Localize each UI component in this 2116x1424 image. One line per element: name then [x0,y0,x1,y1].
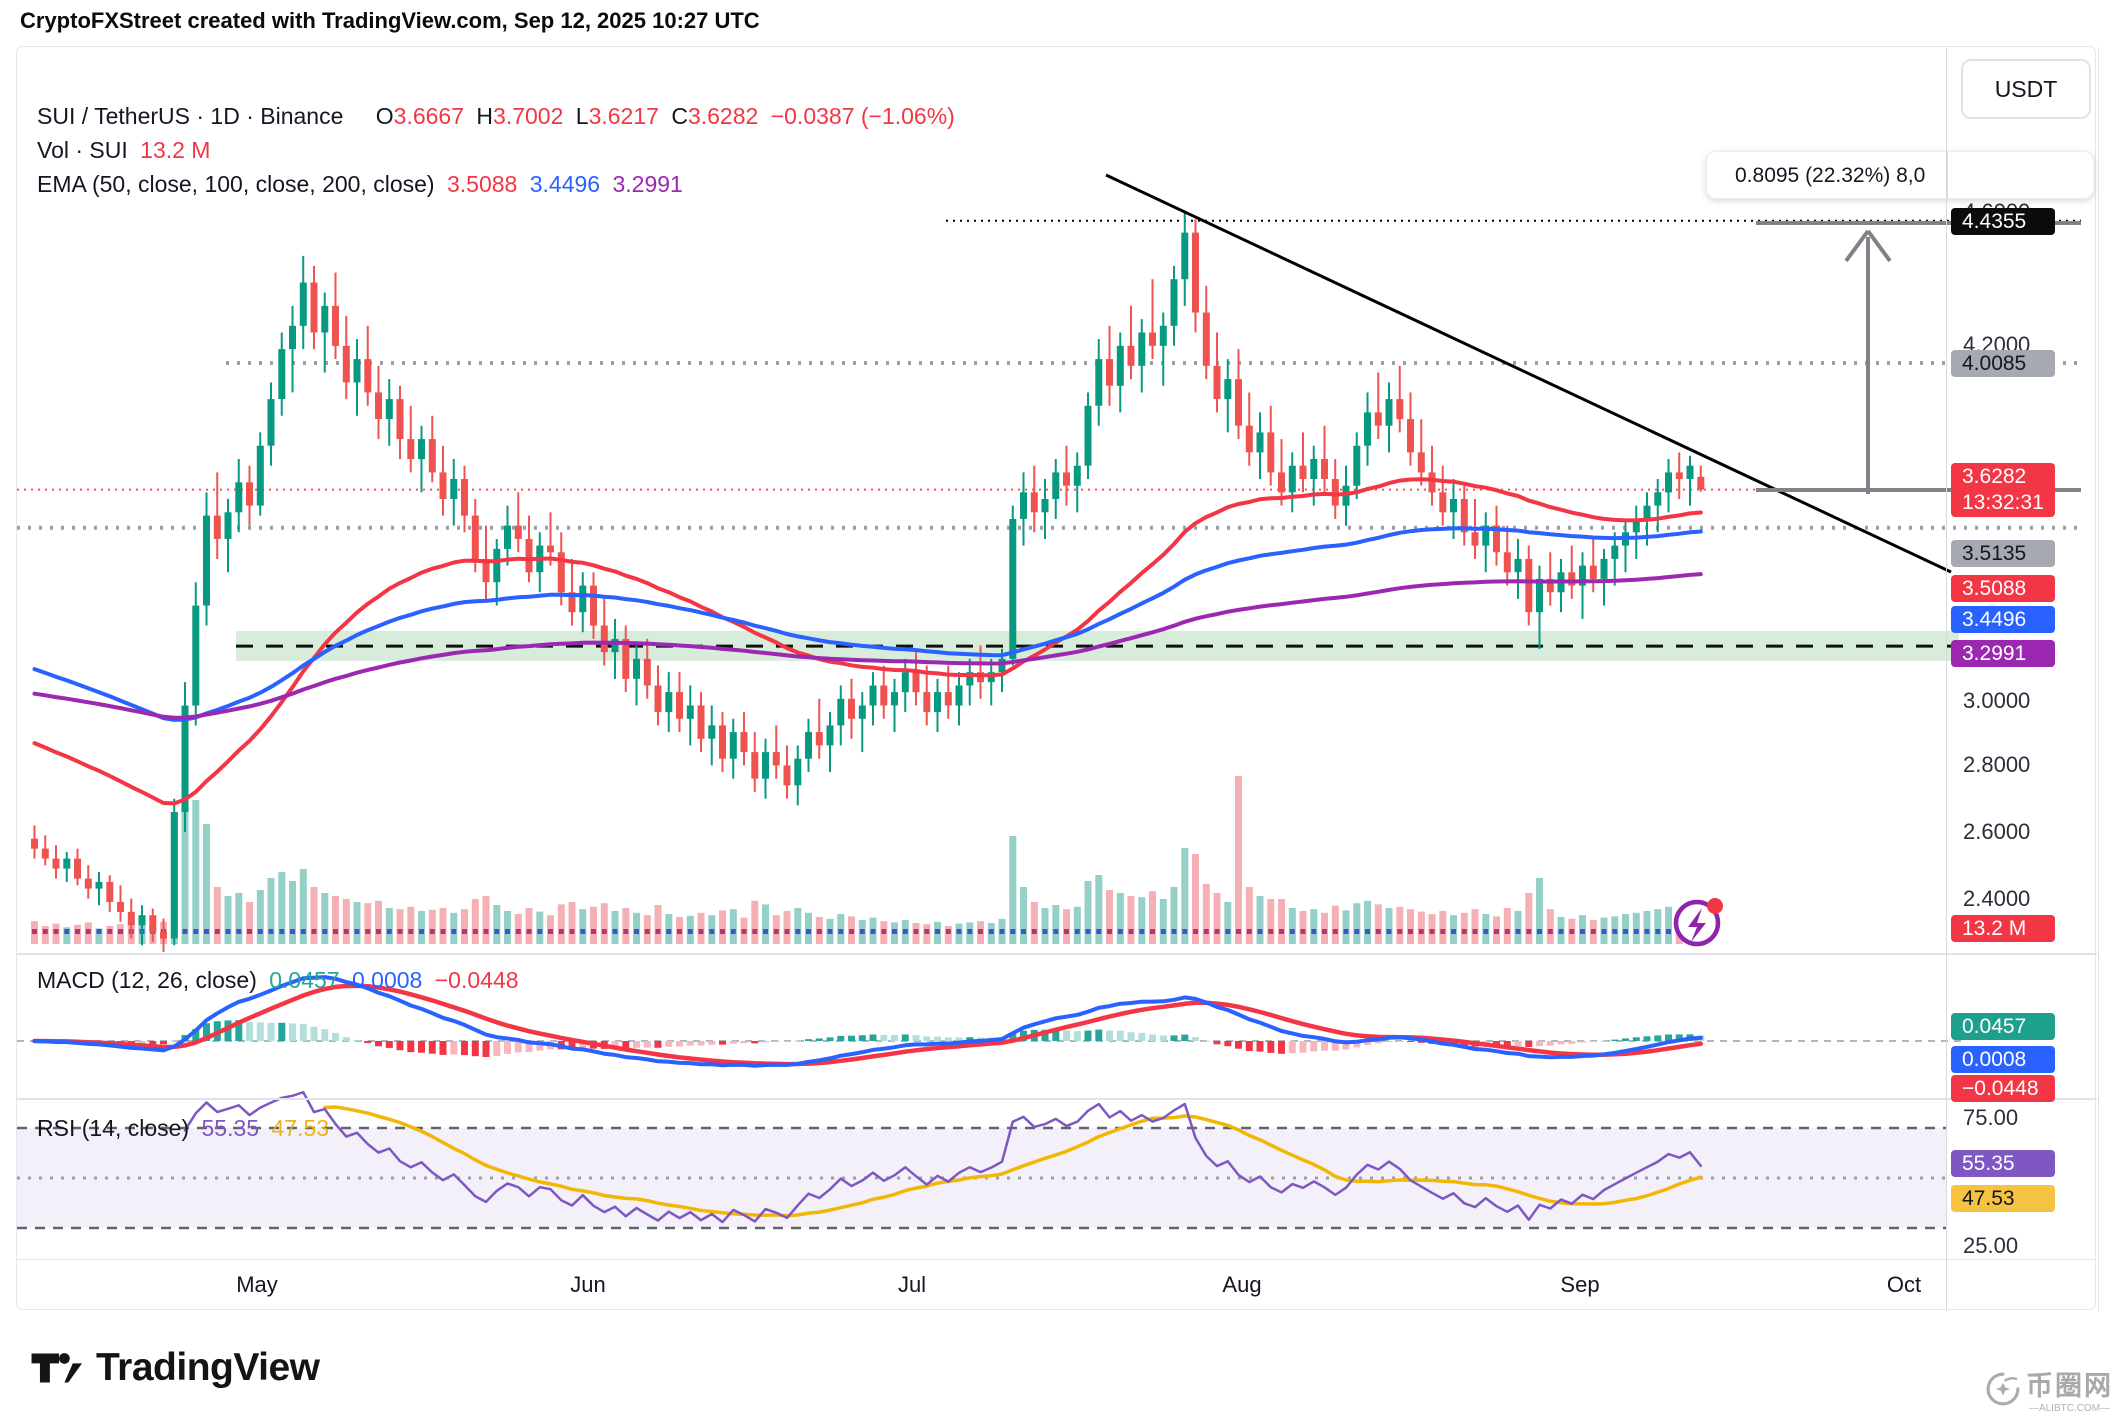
macd-line-value: 0.0008 [352,967,423,993]
page-title: CryptoFXStreet created with TradingView.… [20,8,760,33]
tradingview-logo-text: TradingView [96,1346,320,1389]
rsi-value: 55.35 [201,1115,260,1141]
ema50-price-label: 3.5088 [1951,575,2055,602]
open-value: 3.6667 [393,103,465,129]
volume-label: Vol · SUI [37,137,128,163]
macd-hist-label: 0.0457 [1951,1013,2055,1040]
last-price-label: 3.6282 13:32:31 [1951,463,2055,517]
flash-order-icon[interactable] [1673,898,1723,947]
ema200-price-label: 3.2991 [1951,640,2055,667]
rsi-label: RSI (14, close) [37,1115,190,1141]
symbol-name[interactable]: SUI / TetherUS · 1D · Binance [37,103,344,129]
macd-signal-label: −0.0448 [1951,1075,2055,1102]
rsi-ma-label: 47.53 [1951,1185,2055,1212]
rsi-tick-75: 75.00 [1963,1105,2019,1130]
low-label: L [575,103,589,129]
high-label: H [476,103,494,129]
ema-legend[interactable]: EMA (50, close, 100, close, 200, close) … [37,171,689,198]
rsi-value-label: 55.35 [1951,1150,2055,1177]
volume-scale-label: 13.2 M [1951,915,2055,942]
symbol-legend[interactable]: SUI / TetherUS · 1D · Binance O3.6667 H3… [37,103,961,130]
high-value: 3.7002 [493,103,564,129]
macd-signal-value: −0.0448 [434,967,519,993]
rsi-ma-value: 47.53 [271,1115,330,1141]
macd-pane [17,975,1961,1068]
watermark-sub-text: —ALIBTC.COM— [2028,1403,2111,1414]
rsi-legend[interactable]: RSI (14, close) 55.35 47.53 [37,1115,335,1142]
month-label-jun: Jun [570,1272,606,1297]
tradingview-logo[interactable]: TradingView [30,1346,320,1390]
price-tick-2.6: 2.6000 [1963,819,2031,844]
low-value: 3.6217 [588,103,659,129]
last-price-value: 3.6282 [1962,465,2027,488]
price-pane [17,173,2081,952]
measured-move-tooltip: 0.8095 (22.32%) 8,0 [1706,151,2094,199]
bar-countdown: 13:32:31 [1962,491,2044,514]
chart-frame: SUI / TetherUS · 1D · Binance O3.6667 H3… [16,46,2099,1312]
watermark-cn-text: 币圈网 [2026,1371,2113,1401]
resistance-level-label: 4.0085 [1951,350,2055,377]
price-tick-3.0: 3.0000 [1963,688,2031,713]
macd-legend[interactable]: MACD (12, 26, close) 0.0457 0.0008 −0.04… [37,967,525,994]
rsi-tick-25: 25.00 [1963,1233,2019,1258]
month-label-aug: Aug [1222,1272,1262,1297]
time-axis[interactable]: May Jun Jul Aug Sep Oct [17,1259,2097,1312]
rsi-pane [17,1090,1946,1230]
currency-toggle-button[interactable]: USDT [1961,59,2091,119]
macd-hist-value: 0.0457 [269,967,340,993]
ema50-value: 3.5088 [446,171,518,197]
month-label-may: May [236,1272,278,1297]
volume-value: 13.2 M [140,137,211,163]
chart-canvas[interactable] [17,47,2097,1316]
macd-label: MACD (12, 26, close) [37,967,257,993]
measured-move-text: 0.8095 (22.32%) 8,0 [1735,164,1926,187]
change-value: −0.0387 (−1.06%) [770,103,955,129]
target-level-label: 4.4355 [1951,208,2055,235]
ema-label: EMA (50, close, 100, close, 200, close) [37,171,435,197]
tradingview-logo-icon [31,1353,82,1383]
close-label: C [671,103,688,129]
watermark-logo-icon [1986,1372,2020,1406]
ema200-value: 3.2991 [612,171,683,197]
price-scale[interactable]: USDT 4.6000 4.4355 4.2000 4.0085 3.8000 … [1946,47,2099,1311]
volume-legend[interactable]: Vol · SUI 13.2 M [37,137,216,164]
minor-level-label: 3.5135 [1951,540,2055,567]
month-label-jul: Jul [897,1272,927,1297]
close-value: 3.6282 [687,103,759,129]
scale-border-overlay [1947,152,1948,198]
ema100-price-label: 3.4496 [1951,606,2055,633]
month-label-oct: Oct [1886,1272,1922,1297]
month-label-sep: Sep [1560,1272,1600,1297]
ema100-value: 3.4496 [529,171,601,197]
price-tick-2.4: 2.4000 [1963,886,2031,911]
site-watermark: 币圈网 —ALIBTC.COM— [1985,1364,2113,1414]
macd-line-label: 0.0008 [1951,1046,2055,1073]
open-label: O [375,103,394,129]
price-tick-2.8: 2.8000 [1963,752,2031,777]
